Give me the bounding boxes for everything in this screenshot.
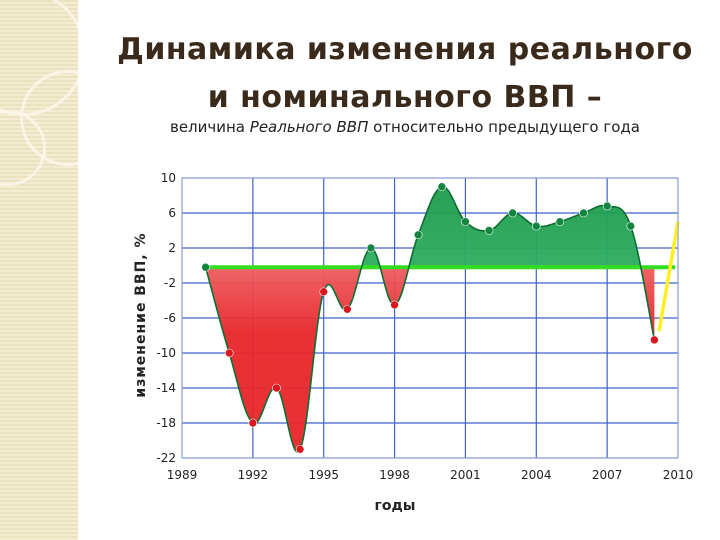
data-point [484, 226, 494, 235]
subtitle-prefix: величина [169, 118, 250, 136]
y-tick-label: -22 [156, 451, 176, 465]
x-tick-label: 2010 [663, 468, 694, 482]
data-point [602, 201, 612, 211]
data-point [461, 217, 470, 227]
x-tick-label: 2004 [521, 468, 552, 482]
data-point [390, 300, 399, 310]
x-tick-label: 1992 [238, 468, 269, 482]
data-point [272, 383, 281, 393]
data-point [508, 208, 517, 218]
y-tick-label: -10 [156, 346, 176, 360]
decorative-side-strip [0, 0, 78, 540]
data-point [413, 230, 423, 240]
subtitle-emphasis: Реального ВВП [249, 118, 369, 136]
x-tick-label: 2001 [450, 468, 481, 482]
y-tick-label: -2 [164, 276, 176, 290]
data-point [626, 221, 636, 231]
data-point [201, 262, 210, 272]
data-point [319, 287, 329, 297]
y-tick-label: 6 [168, 206, 176, 220]
recovery-series-line [657, 221, 680, 332]
positive-growth-area [205, 186, 655, 268]
data-point [248, 418, 258, 428]
x-tick-label: 1989 [167, 468, 198, 482]
slide-subtitle: величина Реального ВВП относительно пред… [100, 118, 710, 136]
data-point [437, 182, 447, 192]
negative-growth-area [205, 267, 655, 452]
y-axis-title: изменение ВВП, % [133, 232, 149, 397]
x-tick-label: 2007 [592, 468, 623, 482]
y-tick-label: 2 [168, 241, 176, 255]
data-point [650, 335, 659, 345]
slide-title-line-1: Динамика изменения реального [117, 32, 693, 67]
gdp-chart: 10 6 2 -2 -6 -10 -14 -18 -22 1989 1992 1995 1998 2001… [133, 171, 694, 514]
slide-title-line-2: и номинального ВВП – [207, 80, 603, 115]
y-tick-label: -18 [156, 416, 176, 430]
plot-frame [181, 177, 679, 459]
y-tick-label: -6 [164, 311, 176, 325]
data-point [366, 243, 376, 253]
y-tick-label: 10 [161, 171, 176, 185]
x-axis-title: годы [375, 498, 416, 514]
data-point [295, 444, 305, 454]
data-point [555, 217, 565, 227]
data-point [579, 208, 588, 218]
data-point [224, 348, 234, 358]
subtitle-suffix: относительно предыдущего года [368, 118, 640, 136]
x-tick-label: 1998 [379, 468, 410, 482]
data-point [531, 221, 541, 231]
x-tick-label: 1995 [308, 468, 339, 482]
y-tick-label: -14 [156, 381, 176, 395]
data-point [343, 304, 352, 314]
